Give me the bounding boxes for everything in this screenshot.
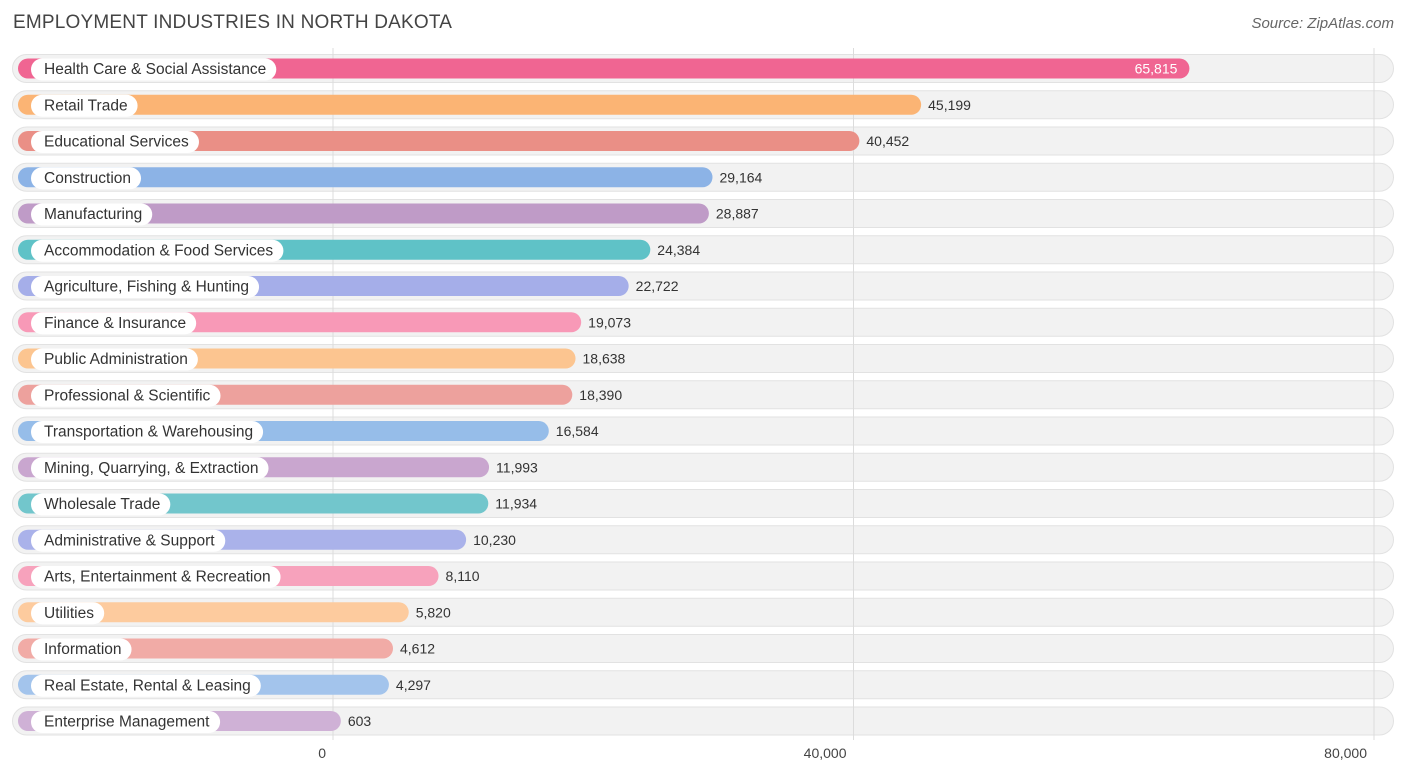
value-label: 16,584 — [556, 423, 599, 439]
x-axis-ticks: 0 40,000 80,000 — [318, 745, 1367, 761]
bar-1 — [18, 58, 1190, 79]
category-label-pill — [31, 529, 226, 552]
category-label: Real Estate, Rental & Leasing — [44, 677, 251, 694]
x-tick-label: 0 — [318, 745, 326, 761]
category-label: Wholesale Trade — [44, 496, 160, 513]
category-label: Finance & Insurance — [44, 315, 186, 332]
value-label: 5,820 — [416, 604, 451, 620]
bar-16 — [18, 602, 409, 623]
value-label: 40,452 — [866, 133, 909, 149]
category-label-pill — [31, 203, 153, 226]
value-label: 18,638 — [583, 351, 626, 367]
category-label: Retail Trade — [44, 97, 128, 114]
category-label: Enterprise Management — [44, 714, 210, 731]
category-label: Agriculture, Fishing & Hunting — [44, 279, 249, 296]
value-label: 11,993 — [496, 459, 538, 475]
category-label-pill — [31, 457, 269, 480]
value-label: 4,297 — [396, 677, 431, 693]
bar-3 — [18, 131, 860, 151]
value-label: 8,110 — [446, 568, 480, 584]
category-label-pill — [31, 131, 199, 153]
row-background — [12, 706, 1394, 736]
category-label: Educational Services — [44, 134, 189, 151]
category-label: Administrative & Support — [44, 532, 215, 549]
category-label: Accommodation & Food Services — [44, 242, 273, 259]
value-label: 24,384 — [657, 242, 700, 258]
category-label-pill — [31, 239, 284, 262]
value-label: 28,887 — [716, 206, 759, 222]
category-label-pill — [31, 493, 171, 516]
category-label-pill — [31, 384, 221, 407]
value-label: 29,164 — [719, 169, 762, 185]
bar-4 — [18, 167, 713, 188]
category-label: Public Administration — [44, 351, 188, 368]
chart-source: Source: ZipAtlas.com — [1251, 15, 1394, 32]
value-label: 10,230 — [473, 532, 516, 548]
value-label: 19,073 — [588, 314, 631, 330]
category-label: Construction — [44, 170, 131, 187]
chart-title: EMPLOYMENT INDUSTRIES IN NORTH DAKOTA — [13, 12, 453, 33]
category-label-pill — [31, 58, 277, 81]
bar-2 — [18, 94, 922, 115]
value-label: 45,199 — [928, 97, 971, 113]
value-label: 18,390 — [579, 387, 622, 403]
category-label: Information — [44, 641, 122, 658]
category-label-pill — [31, 421, 264, 443]
category-label-pill — [31, 711, 221, 733]
value-label: 603 — [348, 713, 372, 729]
category-label-pill — [31, 94, 138, 117]
category-label: Mining, Quarrying, & Extraction — [44, 460, 259, 477]
category-label: Professional & Scientific — [44, 387, 211, 404]
category-label: Health Care & Social Assistance — [44, 61, 266, 78]
value-label: 4,612 — [400, 641, 435, 657]
category-label-pill — [31, 348, 198, 371]
value-label: 11,934 — [495, 496, 537, 512]
category-label: Transportation & Warehousing — [44, 424, 253, 441]
category-label: Utilities — [44, 605, 94, 622]
category-label-pill — [31, 312, 197, 335]
category-label-pill — [31, 276, 260, 298]
category-label-pill — [31, 674, 261, 697]
category-label-pill — [31, 167, 142, 190]
x-tick-label: 40,000 — [804, 745, 847, 761]
category-label-pill — [31, 638, 132, 661]
category-label-pill — [31, 566, 281, 588]
category-label: Manufacturing — [44, 206, 142, 223]
category-label-pill — [31, 602, 105, 625]
value-label: 65,815 — [1135, 61, 1178, 77]
value-label: 22,722 — [636, 278, 679, 294]
bars: Health Care & Social Assistance 65,815 Ret… — [18, 58, 1190, 733]
x-tick-label: 80,000 — [1324, 745, 1367, 761]
bar-5 — [18, 203, 709, 224]
category-label: Arts, Entertainment & Recreation — [44, 569, 271, 586]
